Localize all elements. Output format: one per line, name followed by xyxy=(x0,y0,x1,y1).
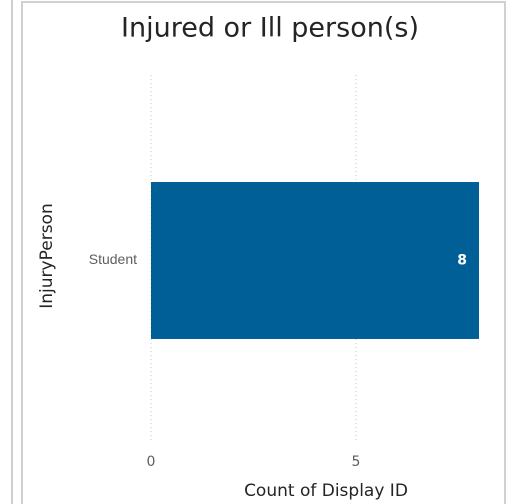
x-tick-label: 5 xyxy=(352,454,361,470)
data-label: 8 xyxy=(457,253,467,269)
y-axis-title: InjuryPerson xyxy=(37,203,57,308)
visual-border xyxy=(21,1,506,504)
chart-title: Injured or Ill person(s) xyxy=(121,13,419,44)
bar xyxy=(151,182,479,339)
x-tick-label: 0 xyxy=(147,454,156,470)
y-tick-label: Student xyxy=(89,251,137,267)
x-axis-title: Count of Display ID xyxy=(244,481,408,501)
